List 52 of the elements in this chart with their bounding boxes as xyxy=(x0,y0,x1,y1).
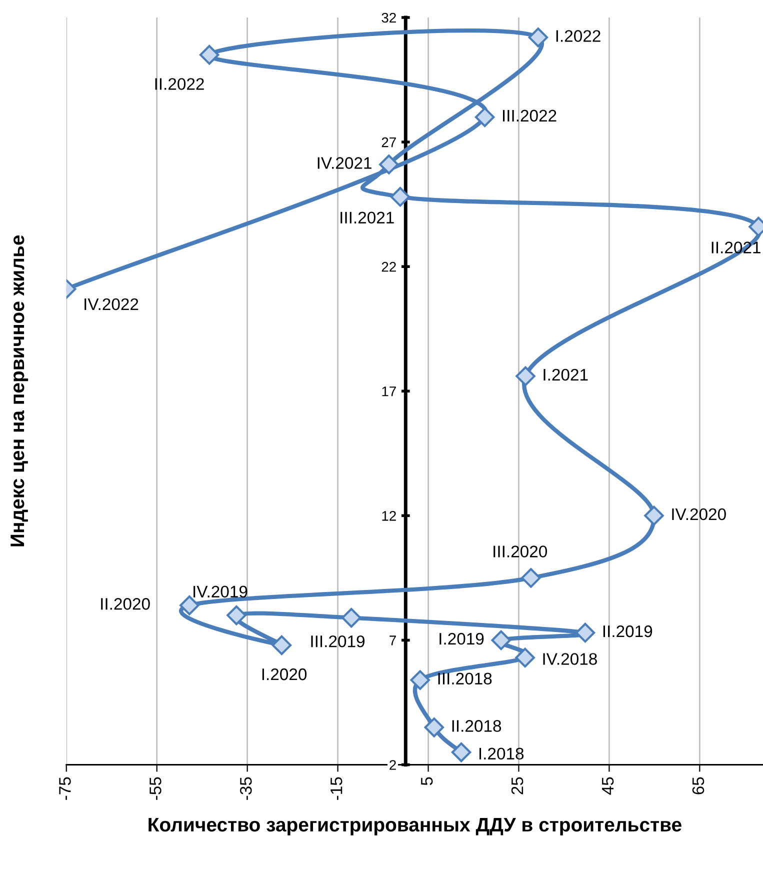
x-tick-label: 25 xyxy=(511,777,524,794)
annotation: IV.2019 xyxy=(194,586,248,598)
annotation: II.2020 xyxy=(101,598,150,610)
x-tick-label: 5 xyxy=(421,777,433,786)
annotation: I.2020 xyxy=(262,668,307,680)
annotation: III.2021 xyxy=(340,212,394,224)
annotation: II.2019 xyxy=(603,625,652,638)
annotation: III.2022 xyxy=(503,110,556,122)
point xyxy=(515,648,535,668)
point xyxy=(341,608,362,628)
annotation: I.2022 xyxy=(556,30,600,42)
x-tick-label: -35 xyxy=(240,777,252,800)
point xyxy=(379,154,399,174)
annotation: I.2021 xyxy=(544,368,588,381)
annotation: II.2022 xyxy=(155,78,204,90)
annotation: IV.2021 xyxy=(318,157,372,169)
y-tick-label: 27 xyxy=(382,137,396,148)
point xyxy=(451,742,472,762)
annotation: III.2020 xyxy=(494,546,548,558)
x-axis-title: Количество зарегистрированных ДДУ в строительстве xyxy=(148,818,682,836)
y-tick-label: 12 xyxy=(382,511,396,521)
x-tick-label: -15 xyxy=(330,777,342,800)
annotation: IV.2018 xyxy=(543,653,597,665)
point xyxy=(516,366,536,386)
point xyxy=(644,506,664,526)
y-tick-label: 22 xyxy=(382,262,396,272)
x-tick-label: 45 xyxy=(602,777,614,795)
annotation: III.2019 xyxy=(311,635,365,648)
annotation: II.2018 xyxy=(452,720,502,732)
y-tick-label: 32 xyxy=(382,12,396,23)
point xyxy=(226,605,246,626)
annotation: III.2018 xyxy=(438,672,492,685)
y-axis-title: Индекс цен на первичное жилье xyxy=(10,235,28,546)
x-tick-label: 65 xyxy=(692,777,704,794)
x-tick-label: -55 xyxy=(150,777,162,800)
annotation: I.2019 xyxy=(440,632,484,645)
point xyxy=(410,670,430,690)
annotation: IV.2020 xyxy=(672,508,726,520)
point xyxy=(491,630,511,650)
y-tick-label: 2 xyxy=(390,760,396,770)
point xyxy=(390,186,410,207)
point xyxy=(424,718,444,738)
point xyxy=(199,44,220,65)
point xyxy=(521,568,541,588)
point xyxy=(474,107,495,128)
annotation: IV.2022 xyxy=(84,298,138,310)
x-tick-label: -75 xyxy=(59,777,71,800)
point xyxy=(528,28,548,48)
y-tick-label: 7 xyxy=(390,636,396,646)
point xyxy=(272,635,292,656)
annotation: I.2018 xyxy=(479,748,524,760)
y-tick-label: 17 xyxy=(382,386,396,396)
